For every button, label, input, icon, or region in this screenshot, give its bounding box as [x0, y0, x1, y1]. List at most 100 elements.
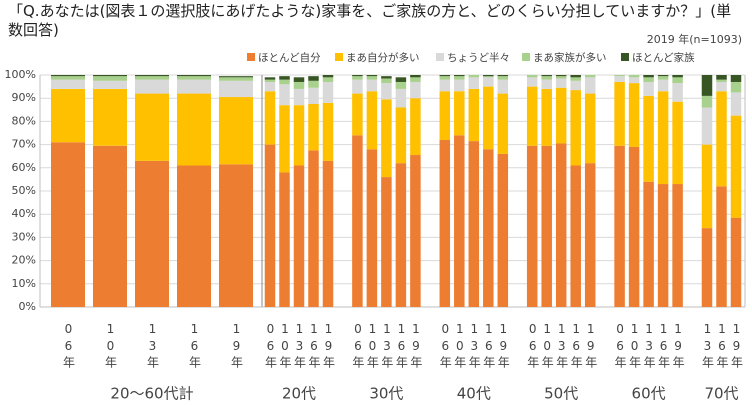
bar-segment	[628, 146, 640, 307]
bar-segment	[701, 95, 713, 108]
bar-segment	[177, 165, 211, 307]
bar-segment	[483, 77, 494, 87]
bar-segment	[570, 90, 581, 166]
bar-segment	[584, 75, 596, 78]
bar-segment	[264, 77, 276, 80]
bar-segment	[279, 172, 290, 307]
legend-label: まあ自分が多い	[346, 51, 420, 64]
x-tick-label: 06年	[62, 322, 76, 371]
bar-segment	[381, 78, 392, 84]
bar-segment	[570, 77, 581, 81]
y-tick-label: 100%	[5, 68, 36, 81]
legend-label: ほとんど自分	[258, 51, 321, 64]
bar-segment	[497, 153, 509, 307]
bar-segment	[657, 79, 669, 92]
bar-segment	[497, 75, 509, 77]
bar-segment	[177, 75, 211, 77]
y-tick-label: 20%	[12, 254, 36, 267]
bar-segment	[584, 77, 596, 94]
bar-segment	[730, 92, 742, 116]
bar-segment	[541, 75, 552, 77]
legend-swatch	[335, 53, 343, 61]
legend-label: ちょうど半々	[447, 51, 510, 64]
x-tick-label: 06年	[526, 322, 540, 371]
bar-segment	[51, 79, 85, 89]
bar-segment	[308, 80, 319, 88]
bar-segment	[730, 115, 742, 218]
bar-segment	[497, 76, 509, 80]
bar-segment	[570, 165, 581, 307]
x-tick-label: 19年	[230, 322, 244, 371]
bar-segment	[628, 77, 640, 84]
y-tick-label: 60%	[12, 161, 36, 174]
bar-segment	[135, 79, 169, 94]
bar-segment	[219, 80, 253, 98]
bar-segment	[366, 91, 378, 150]
bar-segment	[352, 135, 363, 307]
bar-segment	[410, 75, 421, 78]
bar-segment	[395, 81, 407, 89]
bar-segment	[614, 75, 625, 77]
bar-segment	[701, 75, 713, 96]
bar-segment	[541, 79, 552, 89]
bar-segment	[219, 164, 253, 307]
bar-segment	[730, 81, 742, 93]
bar-segment	[716, 79, 727, 82]
legend-swatch	[522, 53, 530, 61]
bar-segment	[672, 184, 683, 307]
x-tick-label: 19年	[409, 322, 423, 371]
bar-segment	[439, 79, 451, 92]
x-tick-label: 06年	[438, 322, 452, 371]
group-label: 40代	[457, 385, 491, 403]
bar-segment	[308, 87, 319, 104]
bar-segment	[701, 144, 713, 229]
bar-segment	[468, 77, 480, 89]
bar-segment	[701, 228, 713, 307]
bar-segment	[541, 145, 552, 307]
bar-segment	[264, 144, 276, 307]
x-tick-label: 06年	[613, 322, 627, 371]
bar-segment	[293, 105, 305, 166]
bar-segment	[381, 83, 392, 100]
group-label: 20代	[282, 385, 316, 403]
x-tick-label: 16年	[188, 322, 202, 371]
bar-segment	[322, 102, 334, 161]
bar-segment	[439, 139, 451, 307]
group-label: 70代	[704, 385, 738, 403]
bar-segment	[322, 75, 334, 78]
bar-segment	[454, 79, 465, 92]
x-tick-label: 06年	[264, 322, 278, 371]
y-tick-label: 40%	[12, 207, 36, 220]
x-tick-label: 13年	[555, 322, 569, 371]
x-tick-label: 10年	[540, 322, 554, 371]
bar-segment	[716, 81, 727, 92]
bar-segment	[643, 75, 654, 78]
x-tick-label: 16年	[394, 322, 408, 371]
bar-segment	[381, 76, 392, 79]
bar-segment	[322, 77, 334, 82]
bar-segment	[468, 88, 480, 142]
group-label: 30代	[369, 385, 403, 403]
x-tick-label: 10年	[278, 322, 292, 371]
bar-segment	[672, 101, 683, 185]
bar-segment	[526, 86, 538, 146]
bar-segment	[279, 79, 290, 85]
bar-segment	[352, 76, 363, 80]
bar-segment	[555, 78, 567, 88]
x-tick-label: 13年	[380, 322, 394, 371]
x-tick-label: 06年	[351, 322, 365, 371]
bar-segment	[51, 142, 85, 307]
bar-segment	[293, 81, 305, 89]
y-tick-label: 30%	[12, 230, 36, 243]
bar-segment	[381, 99, 392, 178]
bar-segment	[526, 75, 538, 78]
bar-segment	[308, 104, 319, 151]
bar-segment	[468, 141, 480, 307]
bar-segment	[555, 75, 567, 77]
x-tick-label: 10年	[453, 322, 467, 371]
x-tick-label: 19年	[584, 322, 598, 371]
bar-segment	[219, 97, 253, 165]
x-tick-label: 16年	[715, 322, 729, 371]
bar-segment	[219, 77, 253, 81]
